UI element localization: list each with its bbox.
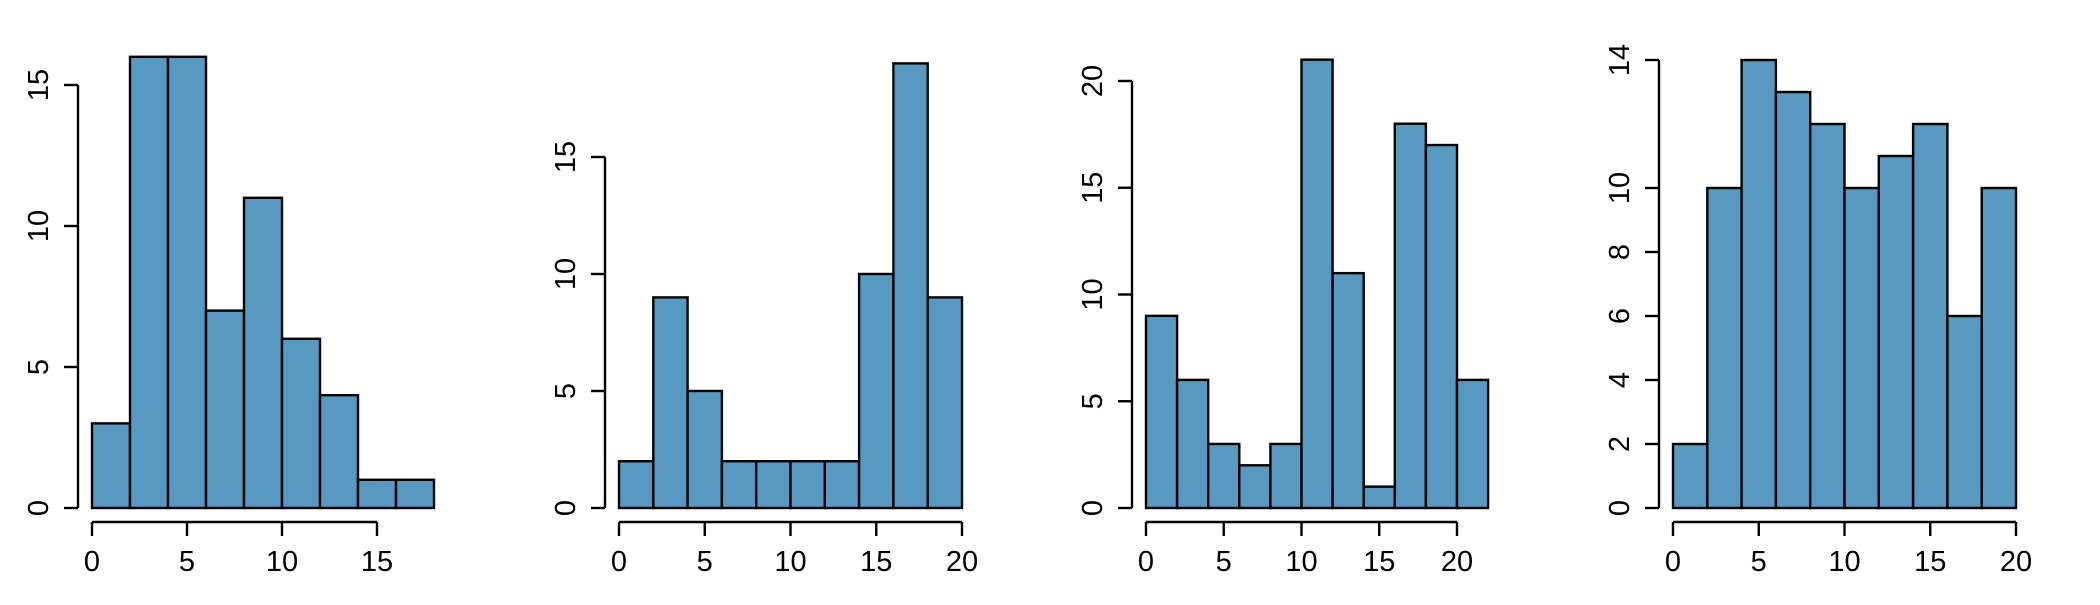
histogram-2-bar-7	[823, 460, 861, 510]
histogram-2-x-tick-label: 15	[860, 546, 892, 578]
histogram-4-bar-6	[1843, 186, 1880, 510]
histogram-4-bar-10	[1980, 186, 2018, 510]
histogram-4-y-tick-label: 2	[1604, 436, 1636, 452]
histogram-2-y-tick-label: 0	[550, 500, 582, 516]
histogram-2-bar-3	[686, 389, 724, 510]
histogram-4-x-tick-label: 10	[1828, 546, 1860, 578]
histogram-4-y-tick-label: 10	[1604, 172, 1636, 204]
histogram-3-y-tick-label: 5	[1077, 393, 1109, 409]
histogram-2-bar-5	[755, 460, 792, 510]
histogram-3-bar-11	[1455, 378, 1490, 510]
histogram-1-x-tick-label: 0	[84, 546, 100, 578]
histogram-2-x-tick-label: 10	[774, 546, 806, 578]
histogram-1-bar-7	[318, 394, 360, 510]
histogram-3-bar-9	[1393, 122, 1428, 510]
histogram-3-bar-2	[1175, 378, 1210, 510]
histogram-1-y-tick-label: 0	[23, 500, 55, 516]
histogram-2-bar-10	[926, 296, 964, 510]
histogram-4-y-tick-label: 8	[1604, 244, 1636, 260]
histogram-3-y-tick-label: 0	[1077, 500, 1109, 516]
histogram-1-bar-3	[166, 55, 208, 510]
histogram-2-y-tick-label: 15	[550, 141, 582, 173]
histogram-4-bar-3	[1740, 58, 1778, 510]
histogram-3-x-tick-label: 10	[1285, 546, 1317, 578]
histogram-1-x-tick-label: 5	[179, 546, 195, 578]
histogram-3-bar-6	[1300, 58, 1334, 510]
histogram-2-bar-1	[617, 460, 655, 510]
histogram-1-bar-4	[204, 309, 246, 510]
histogram-1-y-tick-label: 15	[23, 69, 55, 101]
histogram-4-x-tick-label: 0	[1665, 546, 1681, 578]
histogram-3-bar-5	[1269, 442, 1303, 510]
histogram-3-y-tick-label: 15	[1077, 172, 1109, 204]
histogram-2-bar-9	[892, 62, 929, 510]
histogram-4-x-tick-label: 20	[2000, 546, 2032, 578]
histogram-3-bar-3	[1206, 442, 1241, 510]
histogram-3-x-tick-label: 15	[1363, 546, 1395, 578]
histogram-4-bar-1	[1671, 442, 1709, 510]
histogram-4-y-tick-label: 14	[1604, 44, 1636, 76]
histogram-4-bar-4	[1774, 90, 1812, 510]
histogram-2-x-tick-label: 0	[611, 546, 627, 578]
histogram-1-y-tick-label: 10	[23, 210, 55, 242]
histogram-4-bar-7	[1877, 154, 1915, 510]
histogram-4-y-tick-label: 6	[1604, 308, 1636, 324]
histogram-1-x-tick-label: 10	[266, 546, 298, 578]
histogram-3-bar-8	[1362, 485, 1396, 510]
histogram-2-bar-8	[857, 272, 895, 510]
histogram-3-x-tick-label: 5	[1216, 546, 1232, 578]
histogram-2-y-tick-label: 10	[550, 258, 582, 290]
histogram-4-bar-2	[1706, 186, 1743, 510]
histogram-2-x-tick-label: 5	[697, 546, 713, 578]
histogram-4-x-tick-label: 5	[1751, 546, 1767, 578]
histogram-2-bar-2	[652, 296, 689, 510]
histogram-3-bar-1	[1144, 314, 1179, 510]
histogram-4-y-tick-label: 4	[1604, 372, 1636, 388]
histogram-1-bar-5	[242, 196, 284, 510]
histogram-1-y-tick-label: 5	[23, 359, 55, 375]
histogram-4-y-tick-label: 0	[1604, 500, 1636, 516]
histogram-3-x-tick-label: 20	[1441, 546, 1473, 578]
histogram-4-bar-5	[1808, 122, 1846, 510]
histogram-3-bar-4	[1238, 464, 1272, 510]
histogram-3-bar-7	[1331, 271, 1365, 510]
histogram-1-bar-9	[394, 478, 436, 510]
histogram-2-bar-4	[720, 460, 758, 510]
histogram-1-x-tick-label: 15	[361, 546, 393, 578]
histogram-2-bar-6	[789, 460, 826, 510]
histogram-2-x-tick-label: 20	[946, 546, 978, 578]
histogram-1-bar-8	[356, 478, 398, 510]
histogram-4-bar-8	[1911, 122, 1949, 510]
histogram-4-bar-9	[1946, 314, 1983, 510]
histogram-3-bar-10	[1424, 143, 1459, 510]
histogram-2-y-tick-label: 5	[550, 383, 582, 399]
histogram-3-y-tick-label: 10	[1077, 278, 1109, 310]
histogram-1-bar-2	[128, 55, 170, 510]
histogram-3-y-tick-label: 20	[1077, 65, 1109, 97]
histogram-1-bar-1	[90, 422, 132, 510]
histogram-3-x-tick-label: 0	[1138, 546, 1154, 578]
histogram-4-x-tick-label: 15	[1914, 546, 1946, 578]
histogram-1-bar-6	[280, 337, 322, 510]
